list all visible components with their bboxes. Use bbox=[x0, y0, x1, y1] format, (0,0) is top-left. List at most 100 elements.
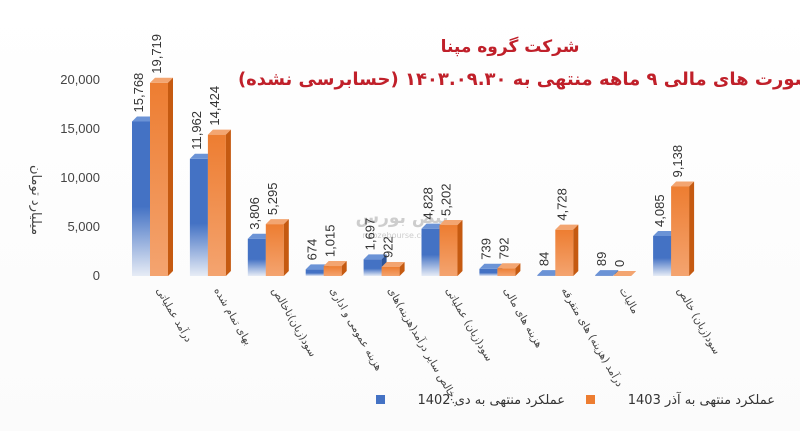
bars bbox=[132, 77, 695, 276]
x-tick-label: هزینه عمومی و اداری bbox=[327, 286, 384, 373]
bar-1403-front bbox=[323, 266, 342, 276]
bar-1402-top bbox=[132, 116, 155, 122]
x-tick-label: سود(زیان)ناخالص bbox=[269, 286, 318, 359]
data-label: 792 bbox=[496, 238, 511, 260]
bar-1403-top bbox=[323, 261, 347, 267]
bar-1403-top bbox=[381, 261, 405, 267]
category-labels: درآمد عملیاتی بهای تمام شده سود(زیان)ناخال… bbox=[153, 285, 722, 409]
bar-1403-top bbox=[555, 224, 579, 230]
bar-1403-front bbox=[150, 82, 168, 276]
x-tick-label: هزینه های مالی bbox=[501, 286, 545, 350]
chart-subtitle: صورت های مالی ۹ ماهه منتهی به ۱۴۰۳.۰۹.۳۰… bbox=[238, 69, 800, 90]
bar-1403-top bbox=[207, 129, 231, 135]
bar-1403-side bbox=[341, 261, 347, 276]
watermark-url: nabzebourse.com bbox=[362, 231, 433, 240]
legend-label-1403: عملکرد منتهی به آذر 1403 bbox=[628, 391, 775, 408]
bar-1402-front bbox=[595, 275, 614, 276]
data-label: 11,962 bbox=[189, 111, 204, 150]
bar-1403-top bbox=[439, 220, 463, 226]
bar-1403-side bbox=[225, 129, 231, 276]
bar-1403-top bbox=[265, 219, 289, 225]
bar-1403-side bbox=[457, 220, 463, 276]
x-tick-label: بهای تمام شده bbox=[211, 286, 254, 348]
bar-1402-top bbox=[653, 230, 677, 236]
bar-1402-front bbox=[247, 238, 266, 276]
data-label: 89 bbox=[594, 252, 609, 266]
bar-1403-side bbox=[283, 219, 289, 276]
y-tick-label: 10,000 bbox=[60, 170, 100, 185]
x-tick-label: درآمد (هزینه) های متفرقه bbox=[559, 285, 627, 389]
x-tick-label: سود(زیان) خالص bbox=[675, 286, 723, 357]
legend-label-1402: عملکرد منتهی به دی 1402 bbox=[417, 393, 565, 408]
bar-1402-top bbox=[595, 270, 619, 276]
data-label: 739 bbox=[478, 238, 493, 260]
bar-1403-front bbox=[207, 134, 226, 276]
bar-1402-top bbox=[247, 233, 271, 239]
x-tick-label: سود(زیان) عملیاتی bbox=[443, 286, 495, 364]
data-label: 5,295 bbox=[265, 183, 280, 216]
y-tick-label: 20,000 bbox=[60, 72, 100, 87]
y-tick-label: 15,000 bbox=[60, 121, 100, 136]
legend: عملکرد منتهی به آذر 1403 عملکرد منتهی به… bbox=[376, 391, 775, 408]
watermark: نبض بورس nabzebourse.com bbox=[356, 208, 449, 240]
bar-1402-top bbox=[537, 270, 561, 276]
data-label: 1,697 bbox=[363, 218, 378, 251]
bar-1403-side bbox=[689, 181, 695, 276]
bar-1403-flat bbox=[613, 271, 637, 276]
data-label: 674 bbox=[305, 239, 320, 261]
bar-1403-side bbox=[168, 77, 173, 276]
bar-1402-top bbox=[479, 263, 503, 269]
y-tick-label: 0 bbox=[93, 268, 100, 283]
data-label: 1,015 bbox=[323, 225, 338, 258]
y-tick-label: 5,000 bbox=[67, 219, 100, 234]
bar-1403-front bbox=[265, 224, 284, 276]
bar-1402-front bbox=[653, 235, 672, 276]
bar-1402-front bbox=[537, 275, 556, 276]
legend-swatch-1402 bbox=[376, 395, 385, 404]
data-label: 5,202 bbox=[439, 183, 454, 216]
bar-1402-front bbox=[363, 259, 382, 276]
bar-1403-front bbox=[381, 266, 400, 276]
bar-1403-top bbox=[671, 181, 695, 187]
y-axis: 0 5,000 10,000 15,000 20,000 bbox=[60, 72, 100, 283]
bar-1403-front bbox=[497, 268, 516, 276]
data-label: 0 bbox=[612, 260, 627, 267]
bar-1403-side bbox=[399, 261, 405, 276]
bar-1403-front bbox=[439, 225, 458, 276]
data-label: 4,828 bbox=[421, 187, 436, 220]
bar-1402-top bbox=[305, 264, 329, 270]
bar-1402-front bbox=[305, 269, 324, 276]
bar-1403-front bbox=[555, 229, 574, 276]
bar-1402-top bbox=[363, 254, 387, 260]
bar-1403-front bbox=[671, 186, 690, 276]
bar-1403-top bbox=[150, 77, 173, 83]
data-label: 84 bbox=[536, 252, 551, 266]
bar-1402-front bbox=[479, 268, 498, 276]
bar-1402-top bbox=[189, 153, 213, 159]
bar-1403-top bbox=[497, 263, 521, 269]
data-label: 4,728 bbox=[554, 188, 569, 221]
legend-swatch-1403 bbox=[586, 395, 595, 404]
y-axis-label: میلیارد تومان bbox=[28, 165, 43, 235]
chart-title: شرکت گروه مپنا bbox=[441, 36, 580, 57]
data-label: 15,768 bbox=[131, 73, 146, 113]
bar-1403-side bbox=[573, 224, 579, 276]
data-label: 19,719 bbox=[149, 34, 164, 74]
data-label: 4,085 bbox=[652, 194, 667, 227]
bar-1403-side bbox=[515, 263, 521, 276]
data-label: 9,138 bbox=[670, 145, 685, 178]
x-tick-label: درآمد عملیاتی bbox=[153, 285, 195, 345]
data-label: 3,806 bbox=[247, 197, 262, 230]
bar-1402-front bbox=[189, 158, 208, 276]
bar-1402-front bbox=[132, 121, 150, 276]
x-tick-label: مالیات bbox=[617, 286, 642, 316]
data-label: 14,424 bbox=[207, 86, 222, 126]
data-label: 922 bbox=[381, 236, 396, 258]
bar-1402-front bbox=[421, 228, 440, 276]
bar-1402-top bbox=[421, 223, 445, 229]
watermark-text: نبض بورس bbox=[356, 208, 449, 228]
bar-1402-side bbox=[613, 270, 619, 276]
